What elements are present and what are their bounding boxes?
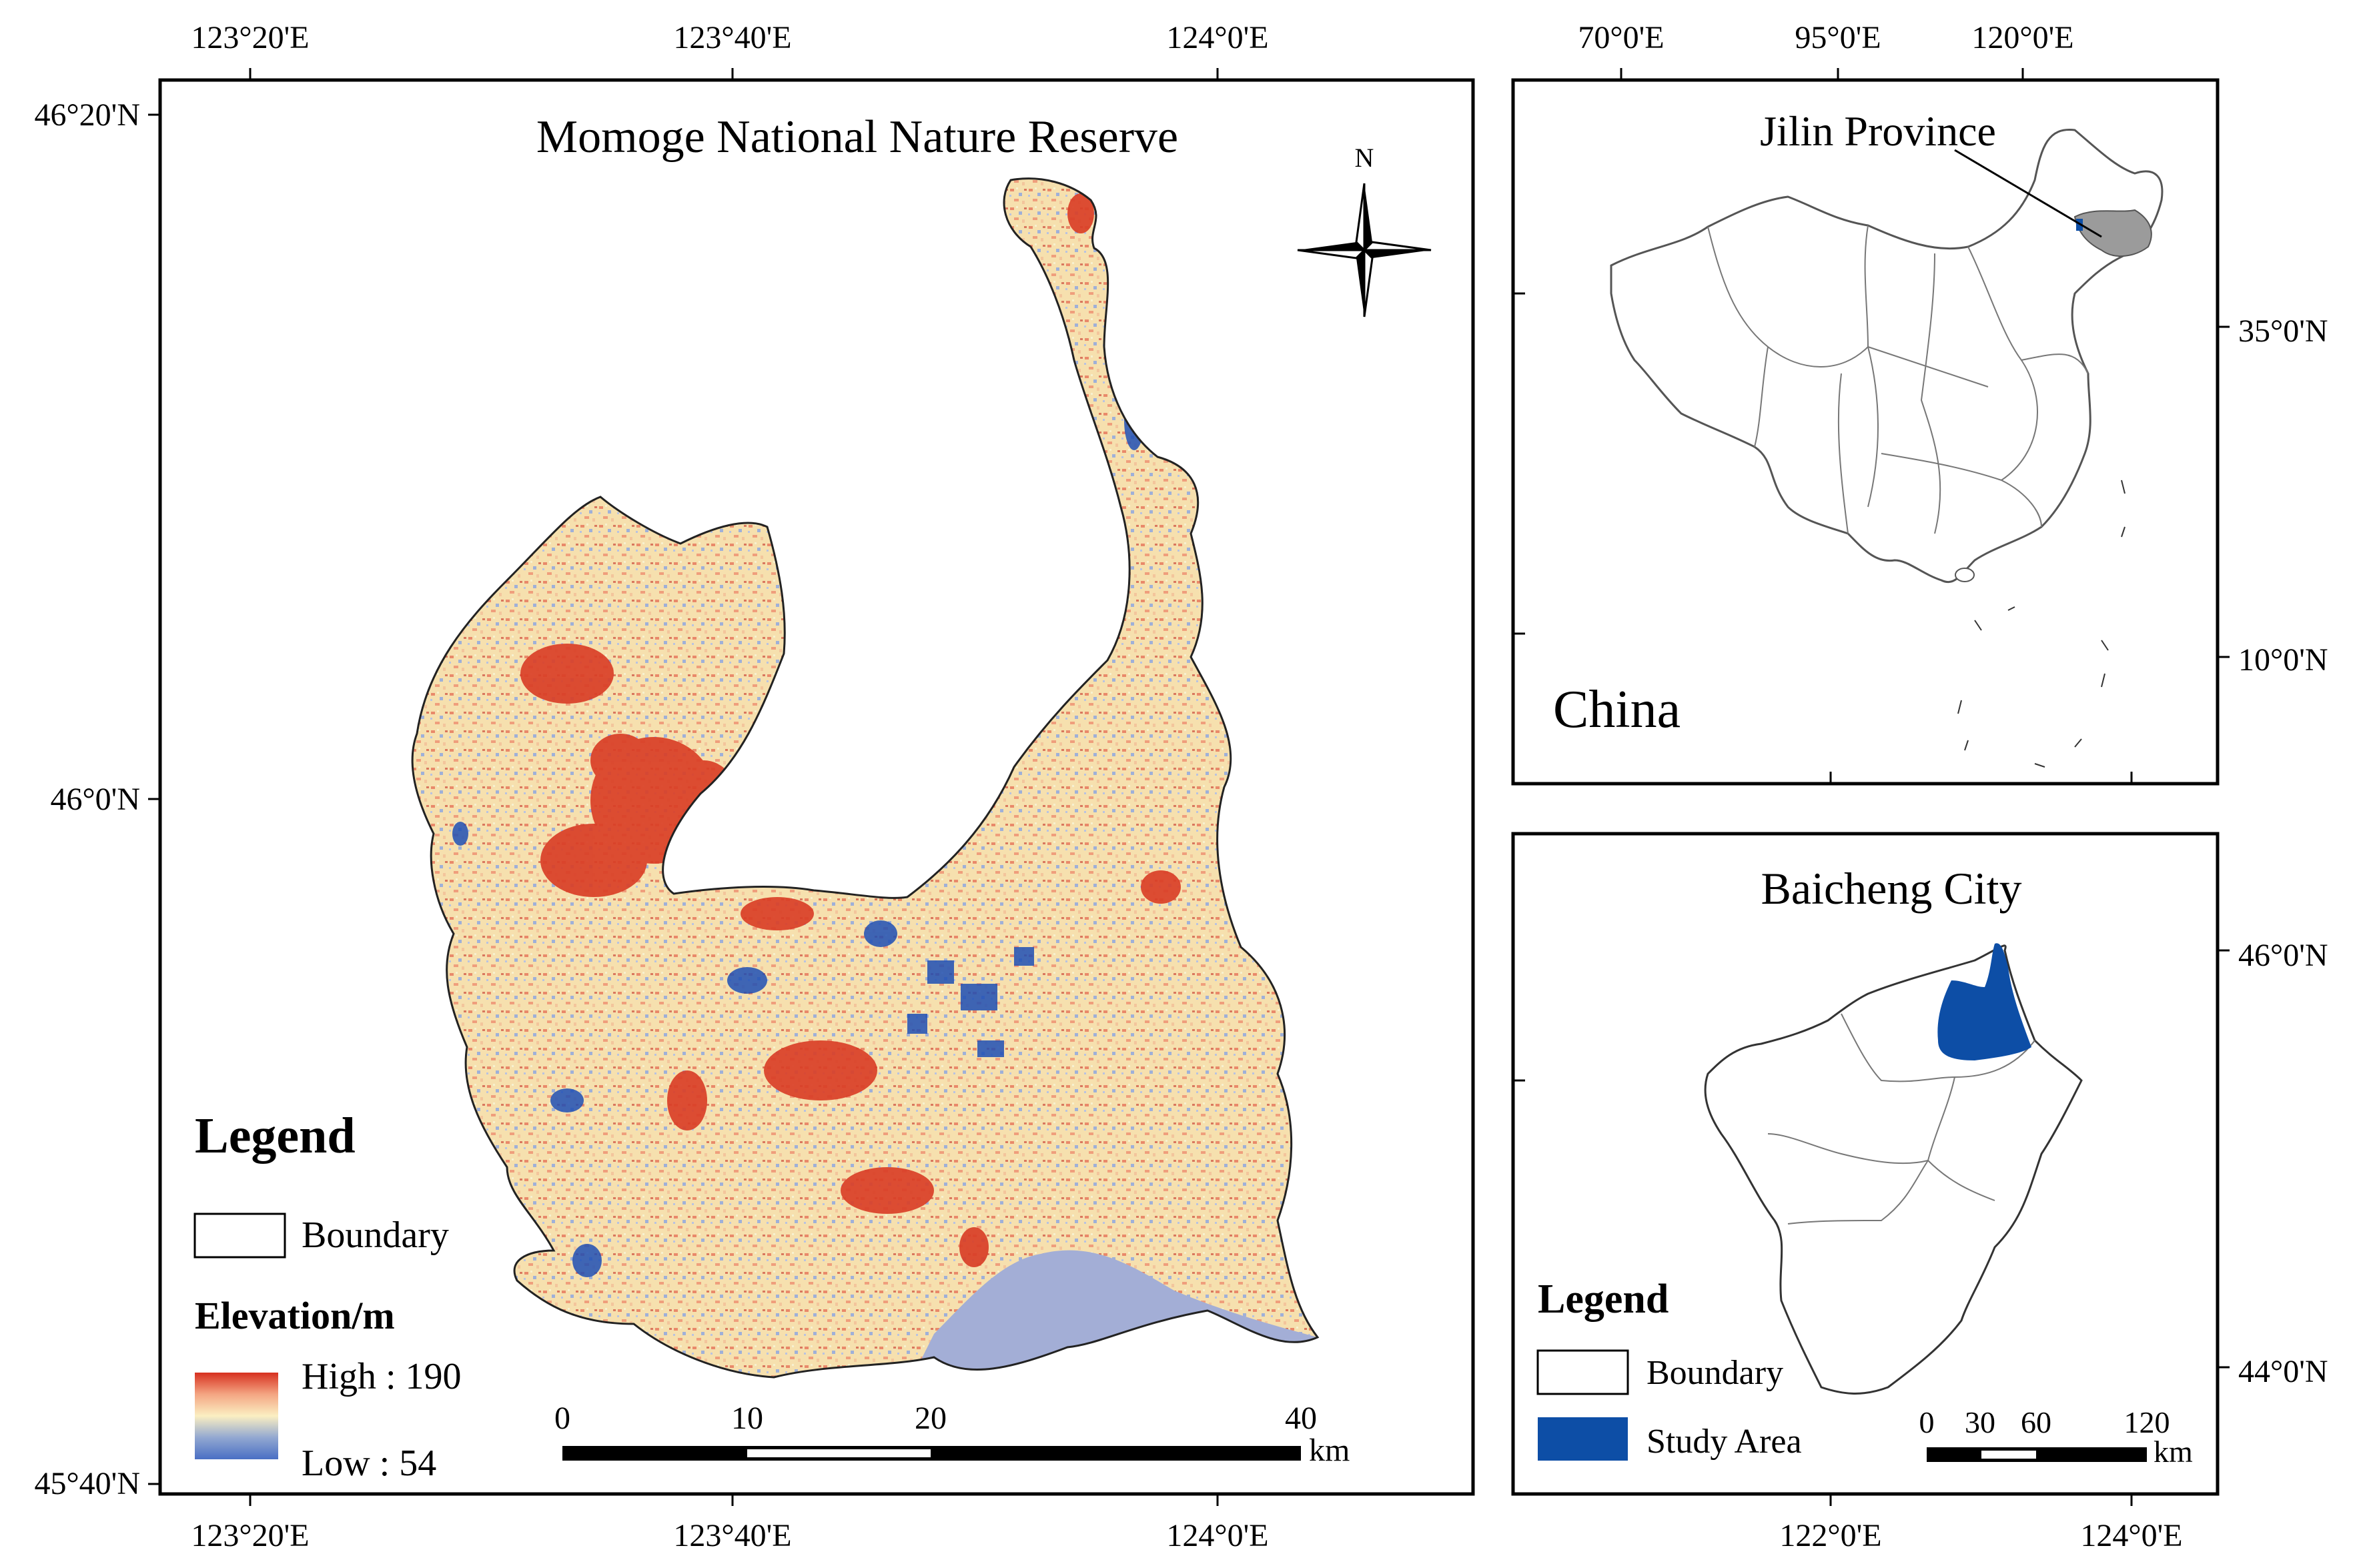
baicheng-right-lat-label: 44°0'N	[2238, 1354, 2328, 1389]
baicheng-title: Baicheng City	[1761, 863, 2022, 914]
main-legend: Legend Boundary Elevation/m High : 190 L…	[193, 1108, 462, 1484]
main-bottom-lon-label: 124°0'E	[1166, 1518, 1268, 1553]
main-bottom-lon-label: 123°20'E	[191, 1518, 309, 1553]
baicheng-legend-boundary-label: Boundary	[1646, 1354, 1783, 1392]
main-top-lon-label: 123°20'E	[191, 20, 309, 55]
main-lat-label: 46°20'N	[34, 97, 140, 133]
main-map-ticks	[148, 68, 1219, 1506]
main-legend-title: Legend	[195, 1108, 356, 1164]
reserve-boundary	[411, 177, 1320, 1379]
baicheng-legend-study-area-swatch	[1538, 1417, 1628, 1461]
elevation-high-label: High : 190	[302, 1356, 462, 1397]
china-right-lat-label: 35°0'N	[2238, 313, 2328, 349]
china-right-lat-label: 10°0'N	[2238, 642, 2328, 678]
main-map: 123°20'E 123°40'E 124°0'E 123°20'E 123°4…	[34, 20, 1475, 1553]
baicheng-legend-title: Legend	[1538, 1277, 1669, 1322]
china-inset: 70°0'E 95°0'E 120°0'E 35°0'N 10°0'N	[1511, 20, 2328, 786]
baicheng-scale-tick: 120	[2124, 1405, 2170, 1439]
north-label: N	[1355, 143, 1374, 173]
north-arrow-icon	[1297, 183, 1432, 317]
main-legend-boundary-swatch	[193, 1213, 286, 1259]
elevation-low-label: Low : 54	[302, 1443, 436, 1484]
baicheng-scale-unit: km	[2154, 1435, 2193, 1469]
china-top-lon-label: 120°0'E	[1971, 20, 2073, 55]
main-scale-bar: 0 10 20 40 km	[554, 1401, 1350, 1468]
south-china-sea-dashes	[1957, 480, 2126, 768]
main-lat-label: 45°40'N	[34, 1466, 140, 1501]
baicheng-scale-tick: 30	[1965, 1405, 1995, 1439]
jilin-leader-line	[1954, 149, 2102, 238]
china-outline	[1610, 128, 2164, 584]
hainan-island	[1955, 568, 1975, 582]
baicheng-scale-tick: 60	[2021, 1405, 2051, 1439]
main-legend-boundary-label: Boundary	[302, 1215, 449, 1256]
jilin-province-label: Jilin Province	[1760, 107, 1996, 155]
elevation-ramp	[195, 1373, 278, 1459]
jilin-province	[2073, 209, 2152, 257]
china-top-lon-label: 70°0'E	[1578, 20, 1664, 55]
baicheng-right-lat-label: 46°0'N	[2238, 938, 2328, 973]
baicheng-bottom-lon-label: 124°0'E	[2080, 1518, 2182, 1553]
main-lat-label: 46°0'N	[50, 782, 140, 817]
baicheng-scale-tick: 0	[1919, 1405, 1935, 1439]
scale-tick-label: 10	[731, 1401, 763, 1436]
china-top-lon-label: 95°0'E	[1795, 20, 1881, 55]
baicheng-inset: 46°0'N 44°0'N 122°0'E 124°0'E Baicheng C…	[1511, 832, 2328, 1553]
scale-unit: km	[1309, 1433, 1350, 1468]
baicheng-legend-boundary-swatch	[1536, 1349, 1629, 1395]
main-top-lon-label: 123°40'E	[673, 20, 791, 55]
china-label: China	[1553, 680, 1681, 739]
elevation-legend-title: Elevation/m	[195, 1294, 395, 1337]
baicheng-study-area	[1937, 943, 2031, 1060]
scale-tick-label: 20	[915, 1401, 947, 1436]
scale-tick-label: 0	[554, 1401, 570, 1436]
main-top-lon-label: 124°0'E	[1166, 20, 1268, 55]
baicheng-bottom-lon-label: 122°0'E	[1779, 1518, 1881, 1553]
main-map-title: Momoge National Nature Reserve	[536, 111, 1178, 163]
main-bottom-lon-label: 123°40'E	[673, 1518, 791, 1553]
scale-tick-label: 40	[1285, 1401, 1317, 1436]
baicheng-scale-bar	[1927, 1447, 2147, 1462]
baicheng-legend-study-area-label: Study Area	[1646, 1423, 1802, 1461]
